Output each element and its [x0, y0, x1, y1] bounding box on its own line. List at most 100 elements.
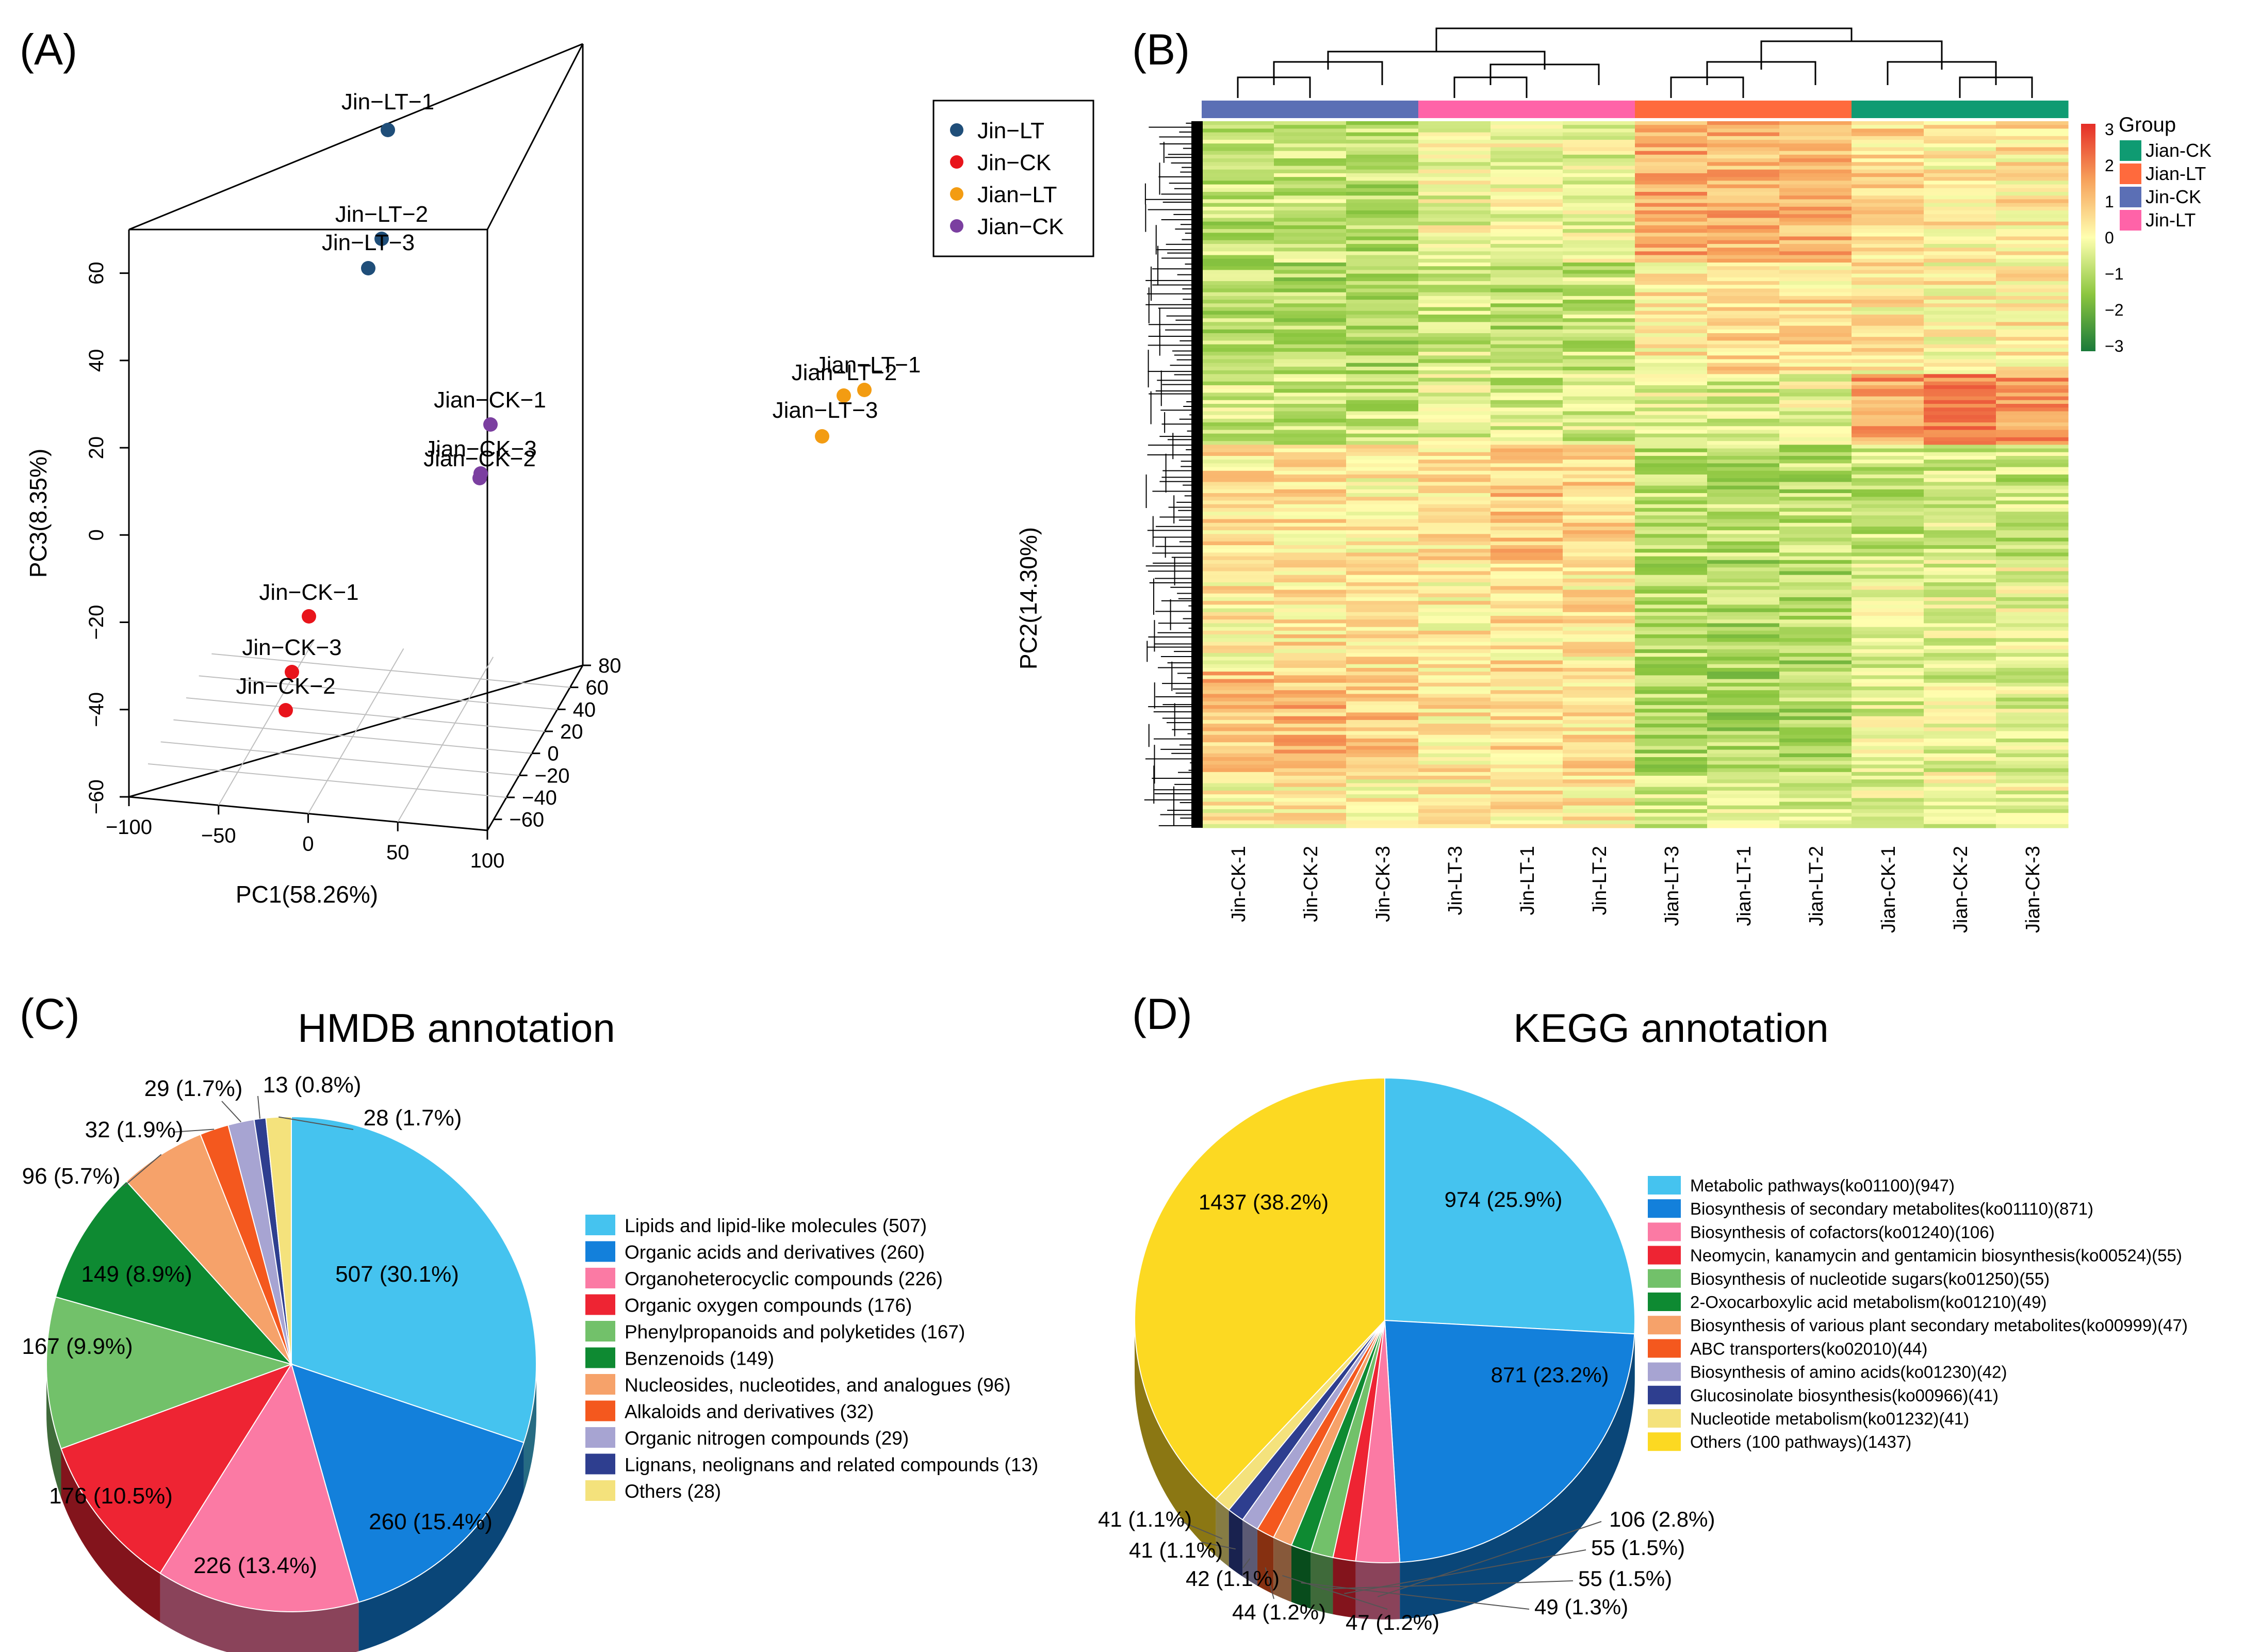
heatmap-cell[interactable]	[1924, 753, 1996, 758]
heatmap-cell[interactable]	[1852, 694, 1924, 698]
heatmap-cell[interactable]	[1635, 560, 1708, 564]
heatmap-cell[interactable]	[1274, 121, 1347, 125]
heatmap-cell[interactable]	[1852, 266, 1924, 271]
heatmap-cell[interactable]	[1274, 497, 1347, 501]
heatmap-cell[interactable]	[1418, 530, 1491, 534]
heatmap-cell[interactable]	[1563, 374, 1635, 379]
heatmap-cell[interactable]	[1996, 612, 2069, 616]
heatmap-cell[interactable]	[1346, 727, 1419, 732]
heatmap-cell[interactable]	[1274, 522, 1347, 527]
heatmap-cell[interactable]	[1346, 154, 1419, 159]
heatmap-cell[interactable]	[1924, 366, 1996, 371]
heatmap-cell[interactable]	[1274, 802, 1347, 806]
heatmap-cell[interactable]	[1563, 169, 1635, 174]
heatmap-cell[interactable]	[1346, 571, 1419, 576]
heatmap-cell[interactable]	[1924, 809, 1996, 813]
heatmap-cell[interactable]	[1346, 411, 1419, 416]
heatmap-cell[interactable]	[1490, 389, 1563, 393]
heatmap-cell[interactable]	[1490, 300, 1563, 304]
heatmap-cell[interactable]	[1346, 243, 1419, 248]
heatmap-cell[interactable]	[1779, 296, 1852, 300]
heatmap-cell[interactable]	[1779, 285, 1852, 289]
heatmap-cell[interactable]	[1635, 508, 1708, 512]
heatmap-cell[interactable]	[1779, 779, 1852, 784]
heatmap-cell[interactable]	[1418, 121, 1491, 125]
heatmap-cell[interactable]	[1779, 452, 1852, 456]
heatmap-cell[interactable]	[1202, 590, 1274, 594]
heatmap-cell[interactable]	[1346, 310, 1419, 315]
heatmap-cell[interactable]	[1707, 181, 1780, 185]
heatmap-cell[interactable]	[1996, 128, 2069, 133]
heatmap-cell[interactable]	[1346, 772, 1419, 776]
heatmap-cell[interactable]	[1779, 724, 1852, 728]
heatmap-cell[interactable]	[1346, 470, 1419, 475]
heatmap-cell[interactable]	[1563, 255, 1635, 259]
heatmap-cell[interactable]	[1852, 426, 1924, 431]
heatmap-cell[interactable]	[1996, 608, 2069, 613]
heatmap-cell[interactable]	[1852, 292, 1924, 297]
heatmap-cell[interactable]	[1852, 162, 1924, 167]
heatmap-cell[interactable]	[1418, 404, 1491, 408]
heatmap-cell[interactable]	[1635, 460, 1708, 464]
heatmap-cell[interactable]	[1635, 355, 1708, 360]
heatmap-cell[interactable]	[1274, 329, 1347, 334]
heatmap-cell[interactable]	[1635, 787, 1708, 791]
heatmap-cell[interactable]	[1924, 441, 1996, 445]
heatmap-cell[interactable]	[1202, 653, 1274, 657]
heatmap-cell[interactable]	[1635, 210, 1708, 215]
heatmap-cell[interactable]	[1418, 768, 1491, 773]
heatmap-cell[interactable]	[1707, 333, 1780, 337]
heatmap-cell[interactable]	[1418, 712, 1491, 717]
heatmap-cell[interactable]	[1563, 162, 1635, 167]
heatmap-cell[interactable]	[1996, 158, 2069, 162]
heatmap-cell[interactable]	[1707, 344, 1780, 349]
heatmap-cell[interactable]	[1996, 154, 2069, 159]
heatmap-cell[interactable]	[1924, 679, 1996, 683]
heatmap-cell[interactable]	[1274, 240, 1347, 244]
heatmap-cell[interactable]	[1490, 340, 1563, 345]
heatmap-cell[interactable]	[1202, 445, 1274, 449]
heatmap-cell[interactable]	[1202, 578, 1274, 583]
heatmap-cell[interactable]	[1924, 686, 1996, 691]
heatmap-cell[interactable]	[1563, 463, 1635, 468]
heatmap-cell[interactable]	[1852, 206, 1924, 211]
pie-slice[interactable]	[55, 1180, 293, 1365]
heatmap-cell[interactable]	[1996, 664, 2069, 668]
heatmap-cell[interactable]	[1996, 169, 2069, 174]
heatmap-cell[interactable]	[1346, 277, 1419, 282]
heatmap-cell[interactable]	[1635, 541, 1708, 546]
heatmap-cell[interactable]	[1346, 404, 1419, 408]
heatmap-cell[interactable]	[1635, 731, 1708, 735]
heatmap-cell[interactable]	[1346, 169, 1419, 174]
heatmap-cell[interactable]	[1635, 545, 1708, 549]
heatmap-cell[interactable]	[1490, 697, 1563, 702]
heatmap-cell[interactable]	[1563, 192, 1635, 196]
pca-point[interactable]	[302, 609, 316, 624]
heatmap-cell[interactable]	[1490, 738, 1563, 743]
heatmap-cell[interactable]	[1635, 478, 1708, 483]
heatmap-cell[interactable]	[1346, 318, 1419, 322]
heatmap-cell[interactable]	[1490, 392, 1563, 397]
heatmap-cell[interactable]	[1202, 307, 1274, 312]
heatmap-cell[interactable]	[1852, 779, 1924, 784]
heatmap-cell[interactable]	[1202, 757, 1274, 761]
heatmap-cell[interactable]	[1202, 329, 1274, 334]
heatmap-cell[interactable]	[1346, 147, 1419, 152]
heatmap-cell[interactable]	[1996, 783, 2069, 788]
heatmap-cell[interactable]	[1346, 734, 1419, 739]
heatmap-cell[interactable]	[1490, 809, 1563, 813]
heatmap-cell[interactable]	[1490, 746, 1563, 750]
heatmap-cell[interactable]	[1635, 422, 1708, 427]
heatmap-cell[interactable]	[1563, 731, 1635, 735]
heatmap-cell[interactable]	[1924, 790, 1996, 795]
heatmap-cell[interactable]	[1346, 601, 1419, 605]
heatmap-cell[interactable]	[1924, 125, 1996, 129]
heatmap-cell[interactable]	[1924, 761, 1996, 765]
heatmap-cell[interactable]	[1635, 616, 1708, 620]
heatmap-cell[interactable]	[1779, 787, 1852, 791]
heatmap-cell[interactable]	[1779, 236, 1852, 241]
heatmap-cell[interactable]	[1274, 508, 1347, 512]
heatmap-cell[interactable]	[1346, 366, 1419, 371]
heatmap-cell[interactable]	[1490, 181, 1563, 185]
heatmap-cell[interactable]	[1563, 682, 1635, 687]
